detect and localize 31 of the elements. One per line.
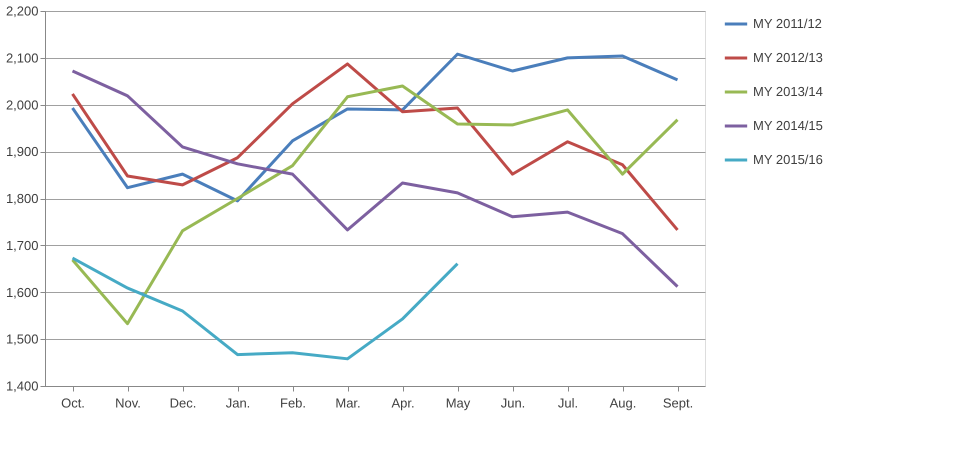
x-tick-label: May: [446, 396, 471, 410]
x-tick-label: Aug.: [610, 396, 636, 410]
legend-label: MY 2013/14: [753, 84, 823, 99]
y-tick-label: 1,500: [6, 332, 38, 347]
y-tick-label: 1,900: [6, 144, 38, 160]
y-tick-label: 2,100: [6, 50, 38, 66]
x-tick-label: Oct.: [61, 396, 85, 410]
line-series: [71, 256, 459, 360]
x-tick-label: Sept.: [662, 396, 694, 410]
x-tick-label: Jul.: [558, 396, 578, 410]
y-tick-label: 1,800: [6, 191, 38, 206]
x-tick-label: Jun.: [500, 396, 526, 410]
line-series: [71, 84, 679, 326]
y-tick-label: 1,700: [6, 238, 38, 253]
y-tick-label: 2,000: [6, 97, 38, 112]
x-tick-label: Dec.: [170, 396, 196, 410]
y-tick-label: 2,200: [6, 4, 38, 18]
x-tick-label: Feb.: [280, 396, 306, 410]
x-tick-label: Apr.: [391, 396, 415, 410]
x-tick-label: Mar.: [335, 396, 361, 410]
y-tick-label: 1,600: [6, 284, 38, 300]
legend-label: MY 2015/16: [753, 152, 823, 167]
y-tick-label: 1,400: [6, 378, 38, 394]
legend-label: MY 2014/15: [753, 118, 823, 133]
legend-label: MY 2011/12: [753, 16, 822, 31]
line-series: [71, 52, 679, 202]
x-tick-label: Nov.: [115, 396, 141, 410]
x-tick-label: Jan.: [226, 396, 250, 410]
line-series: [71, 62, 679, 232]
legend-label: MY 2012/13: [753, 50, 823, 65]
line-series: [71, 70, 679, 288]
